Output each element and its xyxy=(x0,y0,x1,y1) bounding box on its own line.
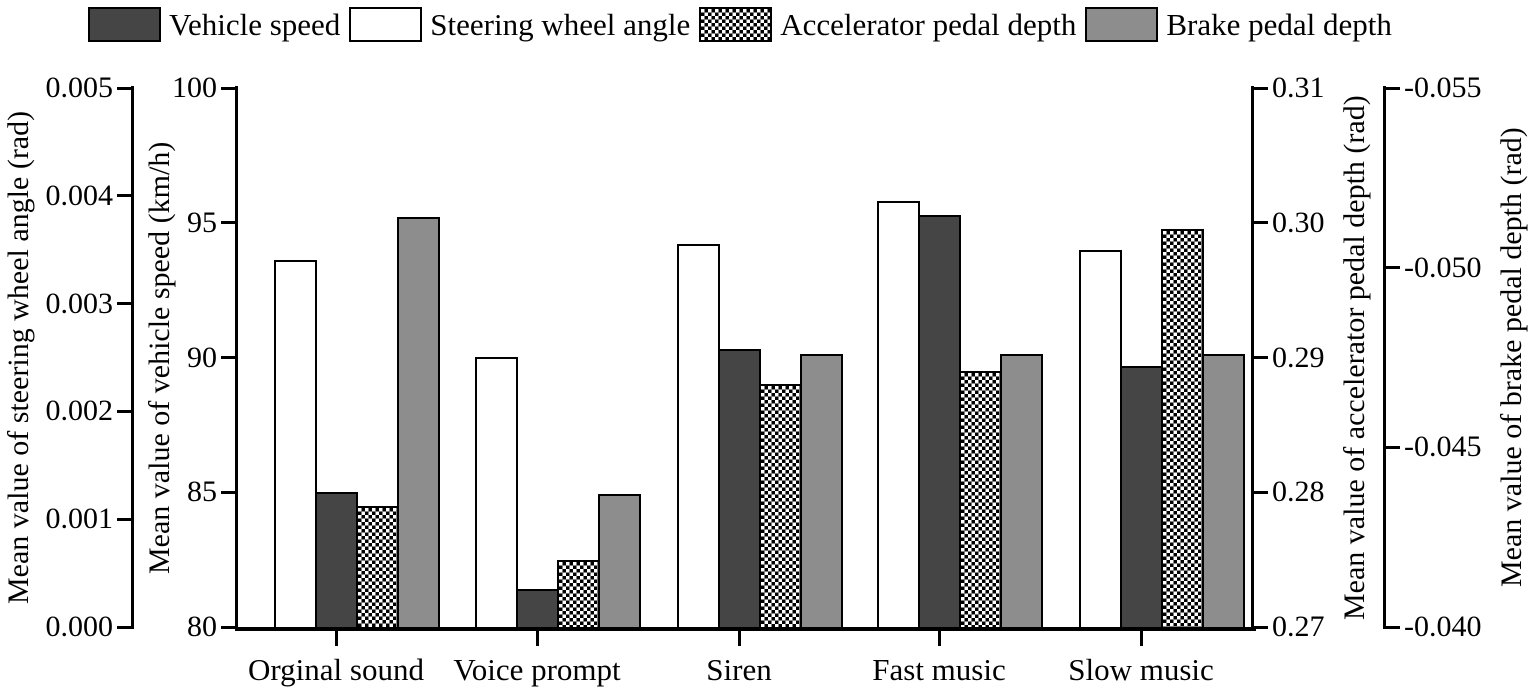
steering-axis-tick-label: 0.003 xyxy=(45,286,114,320)
steering-axis-tick-label: 0.004 xyxy=(45,178,114,212)
accel-axis-tick xyxy=(1254,86,1268,90)
x-axis-tick-fast-music xyxy=(937,631,941,646)
accel-axis-tick xyxy=(1254,490,1268,494)
bar-accelerator-pedal-depth-voice-prompt xyxy=(557,560,600,629)
brake-axis-tick xyxy=(1386,445,1400,449)
brake-axis-tick-label: -0.040 xyxy=(1404,610,1482,643)
speed-axis-tick-label: 95 xyxy=(187,205,217,239)
steering-axis-tick xyxy=(117,625,131,629)
steering-axis-tick-label: 0.001 xyxy=(45,502,114,536)
brake-axis-tick-label: -0.045 xyxy=(1404,430,1482,464)
legend-label: Vehicle speed xyxy=(169,6,341,42)
steering-axis-tick-label: 0.002 xyxy=(45,394,114,428)
bar-vehicle-speed-orginal-sound xyxy=(315,492,358,629)
bar-vehicle-speed-voice-prompt xyxy=(516,589,559,629)
bar-brake-pedal-depth-voice-prompt xyxy=(598,494,641,629)
steering-axis-tick-label: 0.005 xyxy=(45,71,114,104)
speed-axis-tick xyxy=(221,221,235,225)
x-axis-tick-slow-music xyxy=(1139,631,1143,646)
speed-axis-tick-label: 85 xyxy=(187,475,217,509)
bar-brake-pedal-depth-orginal-sound xyxy=(397,217,440,629)
accelerator-pedal-depth-swatch xyxy=(699,6,773,42)
bar-vehicle-speed-slow-music xyxy=(1120,366,1163,629)
accel-axis-spine xyxy=(1251,86,1254,629)
steering-axis-title: Mean value of steering wheel angle (rad) xyxy=(2,110,35,605)
steering-axis-spine xyxy=(131,86,134,629)
category-label-siren: Siren xyxy=(706,652,772,687)
category-label-orginal-sound: Orginal sound xyxy=(248,652,424,687)
x-axis-tick-voice-prompt xyxy=(535,631,539,646)
x-axis-tick-orginal-sound xyxy=(334,631,338,646)
bar-steering-wheel-angle-fast-music xyxy=(877,201,920,629)
steering-axis-tick-label: 0.000 xyxy=(45,610,114,643)
steering-axis-tick xyxy=(117,86,131,90)
legend-item-vehicle-speed: Vehicle speed xyxy=(88,6,341,42)
bar-steering-wheel-angle-orginal-sound xyxy=(274,260,317,629)
brake-axis-tick xyxy=(1386,625,1400,629)
accel-axis-tick xyxy=(1254,221,1268,225)
bar-brake-pedal-depth-slow-music xyxy=(1202,354,1245,629)
steering-wheel-angle-swatch xyxy=(349,6,423,42)
legend-item-accelerator-pedal-depth: Accelerator pedal depth xyxy=(699,6,1077,42)
category-label-voice-prompt: Voice prompt xyxy=(453,652,621,687)
speed-axis-tick xyxy=(221,490,235,494)
speed-axis-tick xyxy=(221,625,235,629)
bar-vehicle-speed-siren xyxy=(718,349,761,629)
brake-axis-title: Mean value of brake pedal depth (rad) xyxy=(1495,127,1528,588)
accel-axis-tick xyxy=(1254,356,1268,359)
speed-axis-tick xyxy=(221,86,235,90)
category-label-slow-music: Slow music xyxy=(1068,652,1214,687)
bar-accelerator-pedal-depth-orginal-sound xyxy=(356,506,399,629)
brake-axis-tick xyxy=(1386,86,1400,90)
speed-axis-spine xyxy=(235,86,238,629)
accel-axis-tick xyxy=(1254,625,1268,629)
bar-brake-pedal-depth-siren xyxy=(800,354,843,629)
brake-axis-spine xyxy=(1383,86,1386,629)
bar-vehicle-speed-fast-music xyxy=(918,215,961,629)
brake-axis-tick xyxy=(1386,266,1400,270)
bar-steering-wheel-angle-voice-prompt xyxy=(475,357,518,629)
legend-item-steering-wheel-angle: Steering wheel angle xyxy=(349,6,691,42)
legend-item-brake-pedal-depth: Brake pedal depth xyxy=(1085,6,1392,42)
accel-axis-tick-label: 0.28 xyxy=(1272,475,1325,509)
steering-axis-tick xyxy=(117,517,131,521)
bar-brake-pedal-depth-fast-music xyxy=(1000,354,1043,629)
speed-axis-tick xyxy=(221,356,235,359)
x-axis-tick-siren xyxy=(737,631,741,646)
accel-axis-tick-label: 0.29 xyxy=(1272,340,1325,374)
accel-axis-tick-label: 0.27 xyxy=(1272,610,1325,643)
bar-accelerator-pedal-depth-fast-music xyxy=(959,371,1002,629)
steering-axis-tick xyxy=(117,194,131,198)
legend-label: Steering wheel angle xyxy=(430,6,691,42)
brake-pedal-depth-swatch xyxy=(1085,6,1159,42)
steering-axis-tick xyxy=(117,302,131,306)
x-axis-line xyxy=(235,627,1256,631)
speed-axis-tick-label: 100 xyxy=(172,71,217,104)
legend-label: Brake pedal depth xyxy=(1166,6,1392,42)
speed-axis-tick-label: 90 xyxy=(187,340,217,374)
legend-label: Accelerator pedal depth xyxy=(780,6,1077,42)
bar-accelerator-pedal-depth-siren xyxy=(759,384,802,629)
vehicle-speed-swatch xyxy=(88,6,161,42)
brake-axis-tick-label: -0.055 xyxy=(1404,71,1482,104)
category-label-fast-music: Fast music xyxy=(872,652,1006,687)
accel-axis-tick-label: 0.30 xyxy=(1272,205,1325,239)
steering-axis-tick xyxy=(117,409,131,413)
speed-axis-tick-label: 80 xyxy=(187,610,217,643)
bar-steering-wheel-angle-slow-music xyxy=(1079,250,1122,629)
bar-accelerator-pedal-depth-slow-music xyxy=(1161,229,1204,629)
brake-axis-tick-label: -0.050 xyxy=(1404,250,1482,284)
legend: Vehicle speed Steering wheel angle Acceler… xyxy=(88,2,1401,46)
accel-axis-tick-label: 0.31 xyxy=(1272,71,1325,104)
bar-steering-wheel-angle-siren xyxy=(677,244,720,629)
